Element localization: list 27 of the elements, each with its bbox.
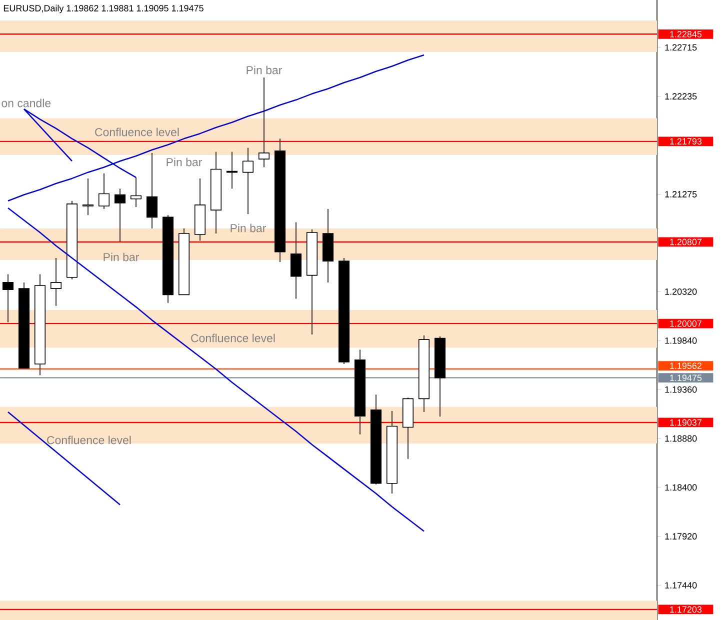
y-tick-label: 1.17920 [665, 533, 697, 540]
ref-line-label: 1.22845 [670, 31, 702, 38]
y-tick-label: 1.19840 [665, 337, 697, 344]
y-tick-label: 1.17440 [665, 582, 697, 589]
chart-title: EURUSD,Daily 1.19862 1.19881 1.19095 1.19475 [4, 4, 204, 14]
ref-line-label: 1.17203 [670, 606, 702, 613]
y-tick-label: 1.18880 [665, 435, 697, 442]
ref-line-label: 1.20807 [670, 238, 702, 246]
ref-line-label: 1.19037 [670, 419, 702, 426]
ref-line-label: 1.19475 [670, 374, 702, 381]
y-tick-label: 1.22715 [665, 44, 697, 51]
annotation: on candle [2, 98, 51, 108]
y-tick-label: 1.22235 [665, 93, 697, 100]
annotation: Pin bar [166, 158, 202, 166]
annotation: Confluence level [191, 334, 275, 342]
annotation: Confluence level [95, 128, 179, 136]
y-tick-label: 1.20320 [665, 288, 697, 295]
ref-line-label: 1.21793 [670, 138, 702, 145]
annotation: Confluence level [47, 436, 131, 444]
y-tick-label: 1.21275 [665, 191, 697, 198]
y-tick-label: 1.18400 [665, 484, 697, 491]
annotation: Pin bar [104, 252, 140, 262]
annotation: Pin bar [230, 224, 266, 232]
y-tick-label: 1.19360 [665, 386, 697, 393]
ref-line-label: 1.20007 [670, 320, 702, 327]
annotation: Pin bar [246, 66, 282, 74]
ref-line-label: 1.19562 [670, 362, 702, 369]
